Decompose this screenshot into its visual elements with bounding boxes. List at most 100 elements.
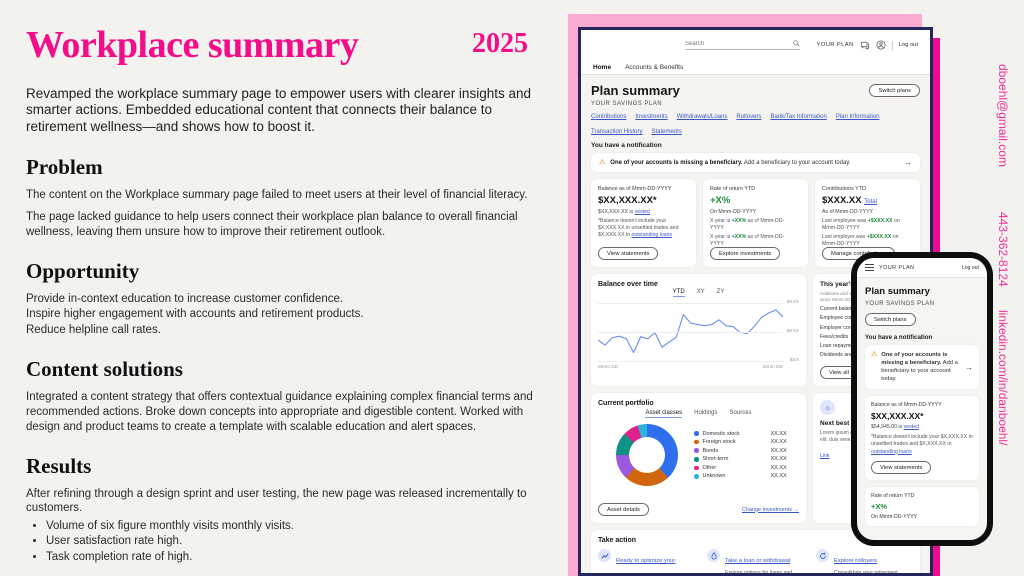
outstanding-loans-link[interactable]: outstanding loans — [631, 232, 673, 239]
tab-link-withdrawals-loans[interactable]: Withdrawals/Loans — [676, 114, 728, 120]
tab-link-bank-tax[interactable]: Bank/Tax Information — [770, 114, 827, 120]
optimize-portfolio-link[interactable]: Ready to optimize your portfolio? — [616, 558, 676, 564]
tab-link-investments[interactable]: Investments — [635, 114, 668, 120]
phone-your-plan-label: YOUR PLAN — [879, 264, 915, 271]
tab-link-plan-information[interactable]: Plan Information — [835, 114, 880, 120]
take-action-item-optimize: Ready to optimize your portfolio? Our pr… — [598, 549, 695, 573]
dashboard-nav: Home Accounts & Benefits — [581, 60, 930, 75]
warning-icon: ⚠ — [599, 159, 606, 166]
contact-linkedin: linkedin.com/in/danboehl/ — [996, 310, 1010, 446]
plan-subtitle: YOUR SAVINGS PLAN — [591, 101, 663, 107]
phone-mockup: YOUR PLAN Log out Plan summary YOUR SAVI… — [851, 252, 993, 546]
contributions-amount: $XXX.XX Total — [822, 195, 877, 206]
divider — [891, 40, 893, 50]
notification-banner[interactable]: ⚠ One of your accounts is missing a bene… — [591, 153, 920, 172]
tab-holdings[interactable]: Holdings — [694, 410, 718, 416]
explore-rollovers-link[interactable]: Explore rollovers — [834, 558, 878, 564]
phone-switch-plans-button[interactable]: Switch plans — [865, 313, 916, 326]
chat-icon[interactable] — [860, 41, 870, 50]
view-statements-button[interactable]: View statements — [598, 247, 659, 260]
tab-link-statements[interactable]: Statements — [651, 129, 682, 135]
phone-balance-label: Balance as of Mmm-DD-YYYY — [871, 402, 942, 409]
warning-icon: ⚠ — [871, 351, 878, 358]
outstanding-loans-link[interactable]: outstanding loans — [871, 448, 912, 455]
arrow-right-icon[interactable]: → — [904, 158, 912, 167]
explore-investments-button[interactable]: Explore investments — [710, 247, 781, 260]
legend-item: Short-term XX.XX — [694, 456, 787, 462]
phone-notification-card[interactable]: ⚠ One of your accounts is missing a bene… — [865, 345, 979, 390]
nav-item-home[interactable]: Home — [593, 63, 612, 71]
search-field[interactable] — [685, 40, 800, 50]
hamburger-menu-icon[interactable] — [865, 264, 874, 271]
balance-label: Balance as of Mmm-DD-YYYY — [598, 186, 672, 192]
portfolio-legend: Domestic stock XX.XX Foreign stock XX.XX B… — [694, 431, 787, 479]
tab-link-transaction-history[interactable]: Transaction History — [591, 129, 643, 135]
problem-paragraph-2: The page lacked guidance to help users c… — [26, 211, 518, 239]
legend-item: Domestic stock XX.XX — [694, 431, 787, 437]
return-date: On Mmm-DD-YYYY — [710, 208, 757, 215]
vested-link[interactable]: vested — [634, 208, 650, 215]
rate-of-return-card: Rate of return YTD +X% On Mmm-DD-YYYY X … — [703, 179, 808, 267]
take-action-item-loan: Take a loan or withdrawal Explore option… — [707, 549, 804, 573]
profile-icon[interactable] — [876, 40, 886, 50]
line-chart: $XXX $XXX $XX — [598, 300, 799, 363]
lightbulb-icon: ☼ — [820, 400, 835, 415]
phone-notification-text: One of your accounts is missing a benefi… — [881, 352, 958, 383]
problem-paragraph-1: The content on the Workplace summary pag… — [26, 188, 528, 201]
portfolio-donut — [616, 424, 678, 486]
intro-paragraph: Revamped the workplace summary page to e… — [26, 85, 531, 135]
vested-line: $XX,XXX.XX is vested — [598, 208, 650, 215]
nav-item-accounts-benefits[interactable]: Accounts & Benefits — [625, 63, 684, 71]
change-investments-link[interactable]: Change investments → — [741, 506, 799, 513]
opportunity-line: Inspire higher engagement with accounts … — [26, 308, 364, 321]
phone-body: Plan summary YOUR SAVINGS PLAN Switch pl… — [857, 278, 987, 534]
results-bullet: Volume of six figure monthly visits mont… — [46, 519, 548, 535]
return-amount: +X% — [710, 195, 731, 206]
asset-details-button[interactable]: Asset details — [598, 503, 649, 516]
legend-item: Foreign stock XX.XX — [694, 439, 787, 445]
results-bullet: User satisfaction rate high. — [46, 534, 548, 550]
total-link[interactable]: Total — [864, 199, 877, 205]
next-best-link[interactable]: Link — [820, 452, 830, 459]
phone-balance-card: Balance as of Mmm-DD-YYYY $XX,XXX.XX* $5… — [865, 396, 979, 481]
phone-view-statements-button[interactable]: View statements — [871, 461, 932, 475]
phone-screen: YOUR PLAN Log out Plan summary YOUR SAVI… — [857, 258, 987, 540]
phone-rate-card: Rate of return YTD +X% On Mmm-DD-YYYY — [865, 487, 979, 526]
chart-trend-icon — [598, 549, 611, 562]
return-line-2: X year is +XX% as of Mmm-DD-YYYY — [710, 233, 785, 247]
vested-link[interactable]: vested — [903, 423, 919, 430]
arrow-right-icon[interactable]: → — [965, 362, 973, 372]
logout-link[interactable]: Log out — [898, 42, 918, 48]
return-label: Rate of return YTD — [710, 186, 756, 192]
chart-tab-ytd[interactable]: YTD — [672, 289, 685, 297]
take-action-item-rollover: Explore rollovers Consolidate your retir… — [816, 549, 913, 573]
tab-link-rollovers[interactable]: Rollovers — [736, 114, 762, 120]
y-axis-label: $XXX — [786, 329, 799, 334]
phone-notification-label: You have a notification — [865, 334, 933, 341]
activity-title: This year's activity — [820, 281, 878, 288]
phone-header: YOUR PLAN Log out — [857, 258, 987, 278]
droplet-icon — [707, 549, 720, 562]
your-plan-label: YOUR PLAN — [816, 42, 854, 48]
opportunity-lines: Provide in-context education to increase… — [26, 292, 548, 339]
switch-plans-button[interactable]: Switch plans — [869, 84, 920, 97]
current-portfolio-card: Current portfolio Asset classes Holdings… — [591, 393, 806, 523]
results-list: Volume of six figure monthly visits mont… — [26, 519, 548, 566]
loan-withdrawal-link[interactable]: Take a loan or withdrawal — [725, 558, 791, 564]
case-study-column: Workplace summary 2025 Revamped the work… — [26, 24, 548, 566]
tab-link-contributions[interactable]: Contributions — [591, 114, 627, 120]
phone-plan-summary-title: Plan summary — [865, 286, 930, 297]
activity-row: Employer contributions — [820, 324, 873, 331]
year-badge: 2025 — [472, 28, 528, 59]
section-heading-content-solutions: Content solutions — [26, 357, 183, 382]
tab-sources[interactable]: Sources — [729, 410, 752, 416]
return-line-1: X year is +XX% as of Mmm-DD-YYYY — [710, 218, 785, 232]
search-input[interactable] — [685, 40, 793, 47]
chart-tab-zy[interactable]: ZY — [716, 289, 725, 295]
contact-phone: 443-362-8124 — [996, 212, 1010, 287]
tab-asset-classes[interactable]: Asset classes — [645, 410, 683, 418]
chart-tab-xy[interactable]: XY — [696, 289, 705, 295]
page-title: Workplace summary — [26, 24, 359, 66]
phone-logout-link[interactable]: Log out — [961, 264, 979, 271]
activity-row: Fees/credits — [820, 333, 849, 340]
